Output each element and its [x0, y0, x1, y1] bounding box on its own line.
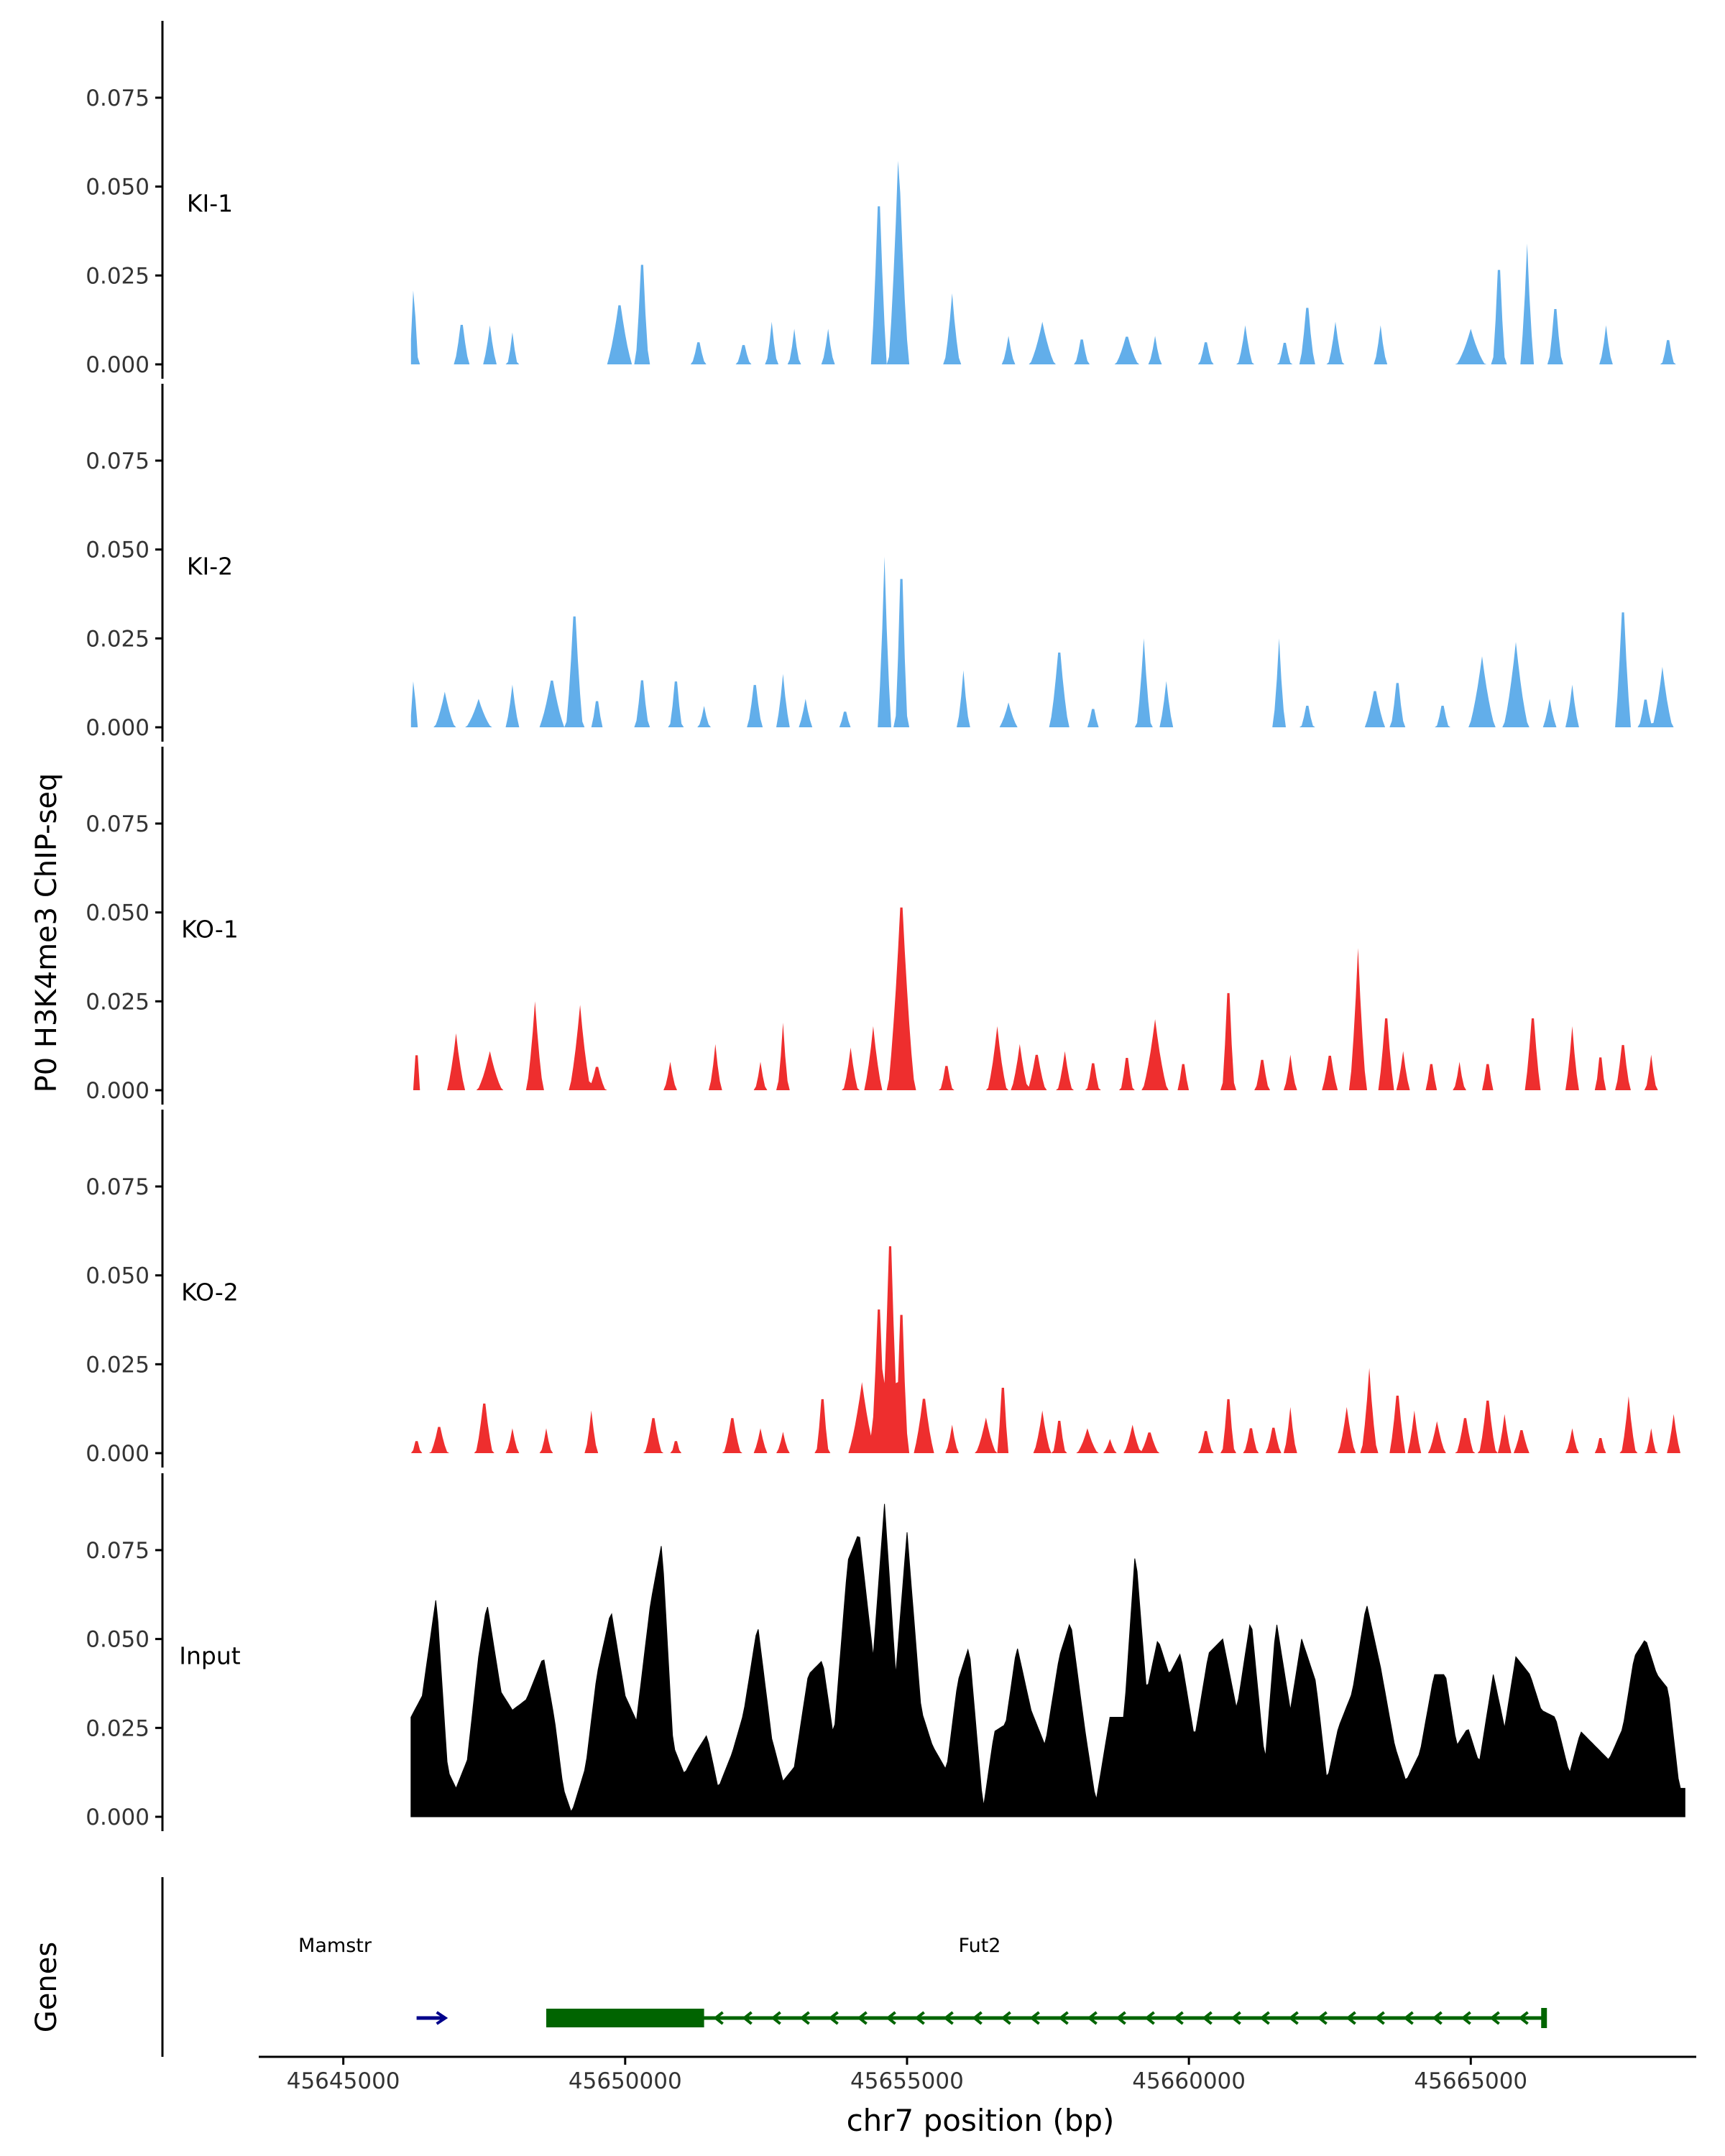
gene-fut2: Fut2 — [546, 1935, 1547, 2028]
track-label: KO-2 — [181, 1278, 239, 1306]
track-label: KI-1 — [187, 189, 233, 217]
y-tick-label: 0.050 — [86, 1263, 150, 1289]
strand-arrow — [914, 2011, 925, 2025]
y-tick-label: 0.075 — [86, 1538, 150, 1564]
track-ki-2: 0.000 0.025 0.050 0.075 KI-2 — [86, 384, 1685, 742]
signal-area — [410, 907, 1685, 1090]
strand-arrow — [1489, 2011, 1500, 2025]
strand-arrow — [1230, 2011, 1241, 2025]
y-tick-label: 0.025 — [86, 1715, 150, 1741]
gene-exon — [546, 2009, 704, 2027]
x-axis: 45645000 45650000 45655000 45660000 45665000 — [259, 2055, 1696, 2094]
strand-arrow — [1518, 2011, 1529, 2025]
x-tick-label: 45665000 — [1414, 2068, 1527, 2094]
y-tick-label: 0.050 — [86, 175, 150, 201]
strand-arrow — [1202, 2011, 1213, 2025]
signal-area — [410, 1503, 1685, 1818]
y-axis-label: P0 H3K4me3 ChIP-seq — [30, 773, 63, 1093]
track-ko-2: 0.000 0.025 0.050 0.075 KO-2 — [86, 1110, 1685, 1468]
y-tick-label: 0.075 — [86, 811, 150, 837]
strand-arrow — [1116, 2011, 1126, 2025]
genes-axis-label: Genes — [30, 1942, 63, 2032]
strand-arrow — [1144, 2011, 1155, 2025]
y-tick-label: 0.000 — [86, 1805, 150, 1830]
strand-arrow — [1317, 2011, 1328, 2025]
strand-arrow — [857, 2011, 868, 2025]
gene-mamstr: Mamstr — [298, 1935, 448, 2025]
strand-arrow — [1460, 2011, 1471, 2025]
strand-arrow — [770, 2011, 781, 2025]
strand-arrow — [713, 2011, 724, 2025]
y-tick-label: 0.050 — [86, 1627, 150, 1653]
strand-arrow — [1374, 2011, 1385, 2025]
strand-arrow — [1403, 2011, 1414, 2025]
x-axis-label: chr7 position (bp) — [847, 2103, 1115, 2138]
strand-arrow — [436, 2011, 448, 2025]
strand-arrow — [972, 2011, 983, 2025]
strand-arrow — [1000, 2011, 1011, 2025]
y-tick-label: 0.000 — [86, 1078, 150, 1104]
y-tick-label: 0.050 — [86, 900, 150, 926]
strand-arrow — [1087, 2011, 1098, 2025]
track-ki-1: 0.000 0.025 0.050 0.075 KI-1 — [86, 21, 1685, 379]
gene-label: Fut2 — [959, 1935, 1001, 1957]
strand-arrow — [943, 2011, 954, 2025]
y-tick-label: 0.075 — [86, 1174, 150, 1200]
strand-arrow — [828, 2011, 839, 2025]
track-ko-1: 0.000 0.025 0.050 0.075 KO-1 — [86, 747, 1685, 1105]
strand-arrow — [1173, 2011, 1184, 2025]
genes-layer: Mamstr Fut2 — [161, 1877, 1547, 2057]
strand-arrow — [742, 2011, 753, 2025]
y-tick-label: 0.025 — [86, 1352, 150, 1378]
strand-arrow — [886, 2011, 896, 2025]
x-tick-label: 45655000 — [850, 2068, 964, 2094]
track-label: KI-2 — [187, 552, 233, 580]
tracks-layer: 0.0000.0250.0500.075KI-10.0000.0250.0500… — [86, 21, 1685, 1831]
x-tick-label: 45645000 — [287, 2068, 400, 2094]
y-tick-label: 0.025 — [86, 989, 150, 1015]
x-tick-label: 45660000 — [1132, 2068, 1246, 2094]
strand-arrow — [1029, 2011, 1040, 2025]
track-label: KO-1 — [181, 915, 239, 943]
y-tick-label: 0.000 — [86, 352, 150, 378]
strand-arrow — [1432, 2011, 1443, 2025]
y-tick-label: 0.075 — [86, 86, 150, 111]
y-tick-label: 0.050 — [86, 538, 150, 563]
y-tick-label: 0.025 — [86, 626, 150, 652]
strand-arrow — [799, 2011, 810, 2025]
strand-arrow — [1288, 2011, 1299, 2025]
strand-arrow — [1259, 2011, 1270, 2025]
strand-arrow — [1346, 2011, 1356, 2025]
strand-arrow — [1058, 2011, 1069, 2025]
track-input: 0.000 0.025 0.050 0.075 Input — [86, 1473, 1685, 1831]
y-tick-label: 0.025 — [86, 263, 150, 289]
y-tick-label: 0.000 — [86, 715, 150, 741]
gene-label: Mamstr — [298, 1935, 372, 1957]
signal-area — [410, 160, 1685, 364]
track-label: Input — [179, 1641, 241, 1669]
y-tick-label: 0.000 — [86, 1441, 150, 1467]
y-tick-label: 0.075 — [86, 448, 150, 474]
x-tick-label: 45650000 — [569, 2068, 682, 2094]
